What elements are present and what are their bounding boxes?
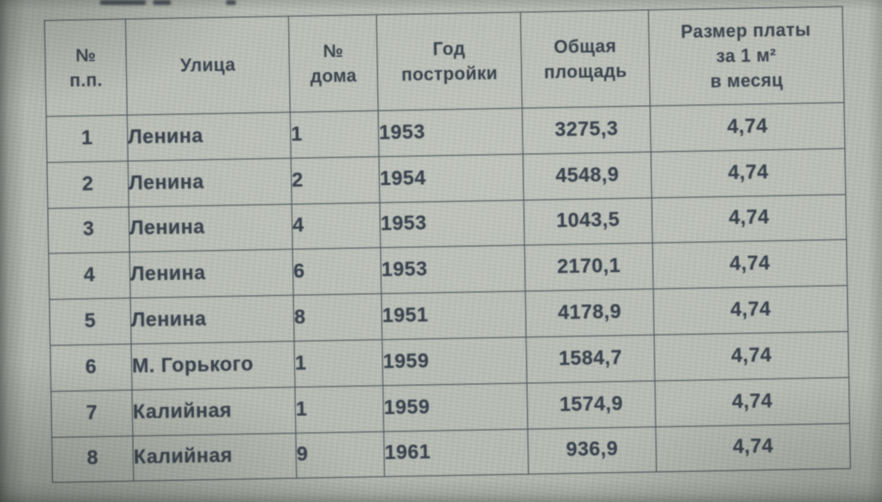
col-header-monthly-rate: Размер платы за 1 м² в месяц: [648, 6, 845, 106]
cell-house-number: 1: [290, 110, 379, 159]
text-mark: [153, 0, 171, 5]
cell-total-area: 4178,9: [525, 289, 655, 338]
cell-build-year: 1953: [378, 108, 523, 157]
cell-row-number: 6: [50, 344, 132, 392]
cell-monthly-rate: 4,74: [650, 102, 845, 152]
cell-monthly-rate: 4,74: [654, 377, 850, 427]
cell-street: Ленина: [128, 203, 293, 253]
cell-street: Калийная: [132, 432, 297, 482]
cell-build-year: 1959: [382, 337, 527, 386]
cell-street: Ленина: [130, 295, 295, 345]
cell-build-year: 1954: [378, 153, 524, 203]
cell-house-number: 9: [295, 431, 385, 479]
text-mark: [100, 0, 146, 5]
cell-house-number: 1: [294, 339, 383, 387]
cell-street: Ленина: [127, 158, 292, 207]
cell-total-area: 936,9: [527, 426, 657, 475]
cell-total-area: 1584,7: [526, 334, 655, 383]
cell-total-area: 2170,1: [524, 243, 654, 292]
cell-monthly-rate: 4,74: [652, 239, 848, 290]
cell-monthly-rate: 4,74: [654, 331, 849, 381]
cell-build-year: 1953: [379, 199, 525, 249]
cell-row-number: 4: [48, 252, 131, 300]
cell-build-year: 1951: [381, 291, 527, 340]
cell-street: Калийная: [131, 386, 296, 436]
col-header-build-year: Год постройки: [376, 12, 523, 111]
cell-build-year: 1959: [382, 382, 528, 432]
header-row: № п.п. Улица № дома Год постройки Общая …: [44, 6, 845, 117]
cell-monthly-rate: 4,74: [655, 423, 851, 473]
cell-house-number: 2: [290, 156, 380, 204]
table-header: № п.п. Улица № дома Год постройки Общая …: [44, 6, 845, 117]
cell-total-area: 4548,9: [522, 151, 652, 200]
cell-house-number: 8: [293, 293, 383, 342]
cell-monthly-rate: 4,74: [650, 148, 846, 198]
cell-build-year: 1961: [383, 428, 529, 478]
cell-street: М. Горького: [131, 341, 295, 390]
cell-row-number: 7: [50, 389, 133, 438]
housing-table-wrapper: № п.п. Улица № дома Год постройки Общая …: [44, 6, 851, 484]
cell-row-number: 2: [46, 160, 129, 209]
cell-row-number: 8: [51, 435, 134, 483]
col-header-house-number: № дома: [288, 14, 379, 113]
cell-monthly-rate: 4,74: [653, 285, 849, 335]
cell-build-year: 1953: [380, 245, 526, 294]
cell-total-area: 1574,9: [526, 380, 656, 429]
table-body: 1 Ленина 1 1953 3275,3 4,74 2 Ленина 2 1…: [46, 102, 851, 483]
cell-street: Ленина: [129, 249, 294, 299]
cell-house-number: 1: [294, 385, 384, 433]
cell-row-number: 5: [49, 298, 132, 346]
col-header-street: Улица: [125, 16, 291, 116]
col-header-row-number: № п.п.: [44, 19, 128, 117]
cell-house-number: 4: [291, 202, 381, 250]
cell-monthly-rate: 4,74: [651, 194, 847, 244]
cropped-text-fragment: [100, 0, 243, 7]
cell-total-area: 3275,3: [522, 105, 651, 154]
text-mark: [226, 0, 236, 5]
cell-row-number: 1: [46, 115, 128, 163]
cell-house-number: 6: [292, 248, 382, 296]
col-header-total-area: Общая площадь: [520, 9, 651, 109]
cell-row-number: 3: [47, 206, 130, 254]
housing-table: № п.п. Улица № дома Год постройки Общая …: [44, 6, 851, 484]
cell-total-area: 1043,5: [523, 197, 653, 246]
cell-street: Ленина: [127, 112, 291, 161]
